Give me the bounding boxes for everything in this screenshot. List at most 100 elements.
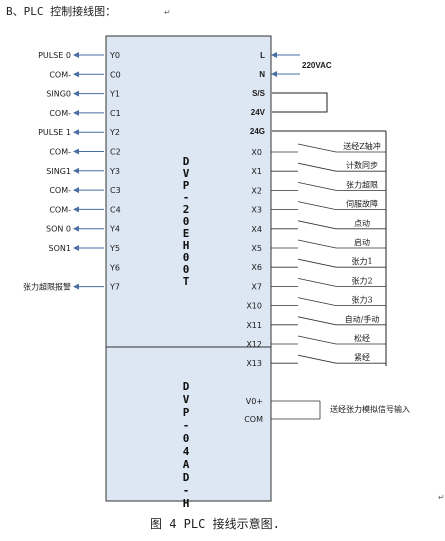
- power-pin-label: 24V: [251, 108, 266, 117]
- input-pin-label: X1: [251, 167, 262, 176]
- figure-caption: 图 4 PLC 接线示意图.: [150, 516, 280, 531]
- input-pin-label: X3: [251, 206, 262, 215]
- output-pin-label: C1: [110, 109, 121, 118]
- switch-contact: [297, 162, 337, 172]
- ad-module-box: [105, 346, 272, 502]
- switch-contact: [297, 316, 337, 326]
- output-signal-label: SING0: [46, 90, 71, 99]
- output-signal-label: SON1: [49, 244, 71, 253]
- input-pin-label: X6: [251, 263, 262, 272]
- module-name-char: 0: [183, 251, 190, 264]
- switch-contact: [297, 354, 337, 364]
- switch-contact: [297, 143, 337, 153]
- input-signal-label: 送经Z轴冲: [343, 141, 381, 151]
- output-pin-label: C0: [110, 70, 121, 79]
- module-name-char: V: [183, 167, 190, 180]
- module-name-char: H: [183, 239, 190, 252]
- input-pin-label: X10: [246, 302, 262, 311]
- input-pin-label: X12: [246, 340, 262, 349]
- module-name-char: P: [183, 179, 190, 192]
- output-signal-label: 张力超限报警: [23, 282, 71, 292]
- return-mark-icon: ↵: [164, 8, 171, 17]
- input-pin-label: X0: [251, 148, 262, 157]
- module-name-char: 4: [183, 445, 190, 458]
- input-signal-label: 张力超限: [346, 179, 378, 189]
- input-signal-label: 计数同步: [346, 160, 378, 170]
- switch-contact: [297, 258, 337, 268]
- output-signal-label: SING1: [46, 167, 71, 176]
- ad-pin-label: COM: [244, 415, 263, 424]
- output-signal-label: COM-: [49, 148, 71, 157]
- output-pin-label: Y5: [109, 244, 120, 253]
- module-name-char: P: [183, 406, 190, 419]
- input-signal-label: 张力2: [351, 275, 372, 285]
- ad-pin-label: V0+: [246, 397, 263, 406]
- module-name-char: D: [183, 380, 190, 393]
- input-signal-label: 紧经: [354, 352, 370, 362]
- switch-contact: [297, 335, 337, 345]
- output-signal-label: PULSE 0: [38, 51, 71, 60]
- module-name-char: T: [183, 275, 190, 288]
- module-name-char: V: [183, 393, 190, 406]
- module-name-char: -: [183, 419, 190, 432]
- heading: B、PLC 控制接线图：: [6, 4, 116, 18]
- power-pin-label: N: [259, 70, 265, 79]
- power-label: 220VAC: [302, 61, 332, 70]
- switch-contact: [297, 278, 337, 287]
- output-signal-label: COM-: [49, 70, 71, 79]
- ss-24v-jumper: [272, 92, 328, 113]
- module-name-char: H: [183, 497, 190, 510]
- module-name-char: D: [183, 155, 190, 168]
- module-name-char: 0: [183, 432, 190, 445]
- power-pin-label: L: [260, 51, 265, 60]
- output-pin-label: Y6: [109, 263, 120, 272]
- power-pin-label: 24G: [250, 127, 265, 136]
- switch-contact: [297, 297, 337, 306]
- output-signal-label: COM-: [49, 109, 71, 118]
- output-signal-label: COM-: [49, 205, 71, 214]
- output-signal-label: COM-: [49, 186, 71, 195]
- ad-signal-label: 送经张力模拟信号输入: [330, 404, 410, 414]
- switch-contact: [297, 201, 337, 210]
- input-pin-label: X7: [251, 282, 262, 291]
- power-pin-label: S/S: [252, 89, 266, 98]
- output-pin-label: Y0: [109, 51, 120, 60]
- module-name-char: E: [183, 227, 190, 240]
- module-name-char: 0: [183, 215, 190, 228]
- output-pin-label: Y2: [109, 128, 120, 137]
- input-signal-label: 自动/手动: [345, 314, 380, 324]
- output-signal-label: SON 0: [46, 225, 71, 234]
- switch-contact: [297, 220, 337, 230]
- input-pin-label: X13: [246, 359, 262, 368]
- output-pin-label: Y4: [109, 225, 120, 234]
- output-pin-label: C4: [110, 205, 121, 214]
- input-signal-label: 张力3: [351, 295, 372, 305]
- switch-contact: [297, 182, 337, 191]
- input-signal-label: 伺服故障: [346, 199, 378, 209]
- input-signal-label: 启动: [354, 237, 370, 247]
- module-name-char: A: [183, 458, 190, 471]
- output-signal-label: PULSE 1: [38, 128, 71, 137]
- module-name-char: 0: [183, 263, 190, 276]
- output-pin-label: C3: [110, 186, 121, 195]
- output-pin-label: Y7: [109, 283, 120, 292]
- input-pin-label: X4: [251, 225, 262, 234]
- input-signal-label: 点动: [354, 218, 370, 228]
- module-name-char: -: [183, 191, 190, 204]
- output-pin-label: C2: [110, 148, 121, 157]
- main-module-box: [105, 35, 272, 348]
- output-pin-label: Y1: [109, 90, 120, 99]
- input-pin-label: X11: [246, 321, 262, 330]
- input-signal-label: 张力1: [351, 256, 372, 266]
- input-signal-label: 松经: [354, 333, 370, 343]
- module-name-char: 2: [183, 203, 190, 216]
- module-name-char: D: [183, 471, 190, 484]
- return-mark-icon: ↵: [438, 493, 445, 502]
- module-name-char: -: [183, 484, 190, 497]
- output-pin-label: Y3: [109, 167, 120, 176]
- input-pin-label: X2: [251, 186, 262, 195]
- switch-contact: [297, 239, 337, 249]
